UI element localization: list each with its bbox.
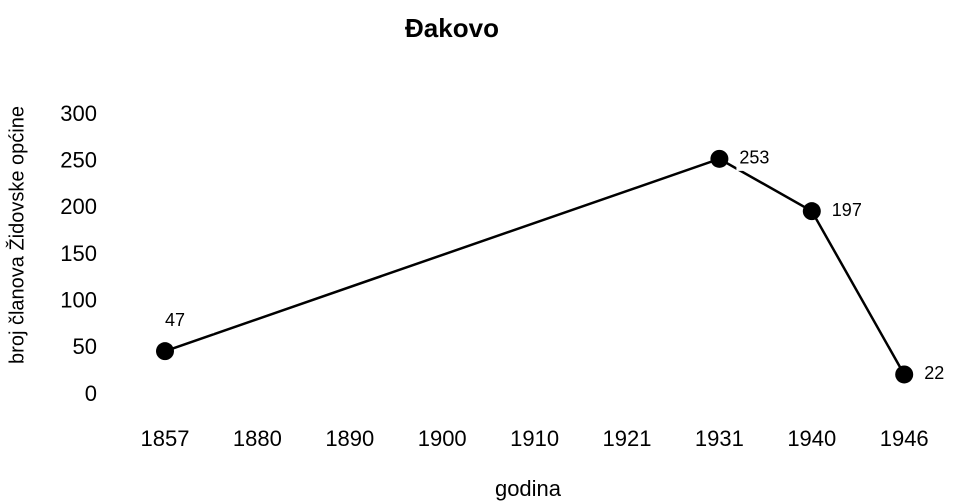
x-tick-label: 1890 — [325, 426, 374, 451]
x-tick-label: 1857 — [141, 426, 190, 451]
x-axis-label: godina — [495, 476, 562, 501]
label-background — [921, 362, 954, 387]
data-label: 22 — [924, 363, 944, 383]
x-tick-label: 1880 — [233, 426, 282, 451]
x-tick-label: 1946 — [880, 426, 929, 451]
y-tick-label: 100 — [60, 287, 97, 312]
marker — [802, 202, 821, 221]
data-label: 47 — [165, 310, 185, 330]
x-tick-label: 1910 — [510, 426, 559, 451]
marker — [156, 342, 174, 361]
y-axis-label: broj članova Židovske općine — [5, 106, 28, 364]
label-background — [172, 309, 214, 334]
x-tick-label: 1900 — [418, 426, 467, 451]
marker — [895, 365, 914, 384]
x-tick-label: 1940 — [787, 426, 836, 451]
y-tick-label: 0 — [85, 381, 97, 406]
y-tick-label: 50 — [73, 334, 97, 359]
y-tick-label: 200 — [60, 194, 97, 219]
label-background — [736, 146, 779, 171]
x-tick-label: 1931 — [695, 426, 744, 451]
y-tick-label: 150 — [60, 241, 97, 266]
y-tick-label: 250 — [60, 147, 97, 172]
chart-title: Đakovo — [405, 13, 499, 43]
marker — [710, 149, 729, 168]
line — [164, 157, 906, 376]
data-label: 197 — [832, 200, 862, 220]
data-label: 253 — [739, 148, 769, 168]
label-background — [828, 199, 871, 224]
y-tick-label: 300 — [60, 101, 97, 126]
x-tick-label: 1921 — [603, 426, 652, 451]
